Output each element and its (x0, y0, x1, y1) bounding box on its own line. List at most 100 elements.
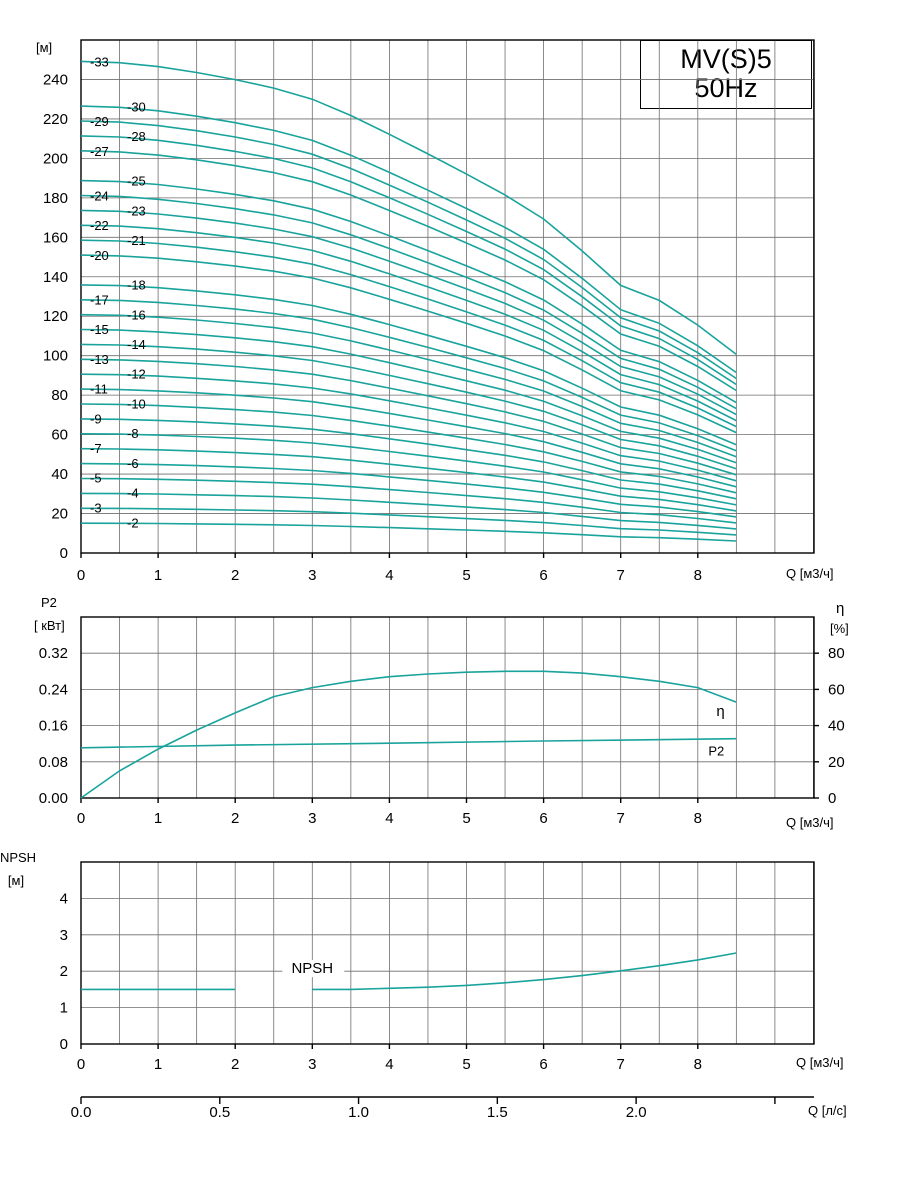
curve-label: -21 (127, 233, 146, 248)
curve-label: -11 (90, 382, 108, 397)
x-tick-label: 0 (77, 567, 85, 584)
y-tick-label: 0.00 (39, 790, 68, 807)
curve-label: -25 (127, 174, 146, 189)
head-curve-thin (80, 343, 274, 357)
npsh-panel: 0 1 2 3 4 NPSH [м] 0 1 2 3 4 5 6 7 8 Q [м3/ч] NPSH (0, 850, 844, 1073)
curve-label: -22 (90, 218, 109, 233)
efficiency-curve-thin (80, 695, 275, 799)
head-curve (273, 270, 737, 434)
x-axis-label: Q [м3/ч] (786, 566, 834, 581)
head-curve-thin (80, 522, 274, 526)
curve-label: -14 (127, 337, 146, 352)
ls-tick-label: 1.0 (348, 1104, 369, 1121)
head-curve (273, 312, 737, 452)
y2-tick-label: 80 (828, 645, 845, 662)
x-tick-label: 3 (308, 567, 316, 584)
y-tick-label: 0 (60, 1036, 68, 1053)
x-axis-label: Q [м3/ч] (796, 1055, 844, 1070)
x-tick-label: 2 (231, 567, 239, 584)
y-tick-label: 120 (43, 308, 68, 325)
head-curve (273, 256, 737, 428)
curve-label: -24 (90, 188, 109, 203)
x-tick-label: 7 (617, 1056, 625, 1073)
head-curve (273, 467, 737, 518)
curve-label: -2 (127, 515, 139, 530)
head-curve-thin (80, 105, 274, 132)
x-tick-label: 7 (617, 810, 625, 827)
head-curve (273, 298, 737, 446)
curve-label: -33 (90, 55, 109, 70)
y-tick-label: 180 (43, 190, 68, 207)
head-curve (273, 383, 737, 482)
y-tick-label: 160 (43, 229, 68, 246)
x-tick-label: 6 (539, 567, 547, 584)
head-curve (273, 200, 737, 404)
curve-label: -7 (90, 441, 102, 456)
curve-label: -8 (127, 426, 139, 441)
head-curve (273, 228, 737, 416)
y-tick-label: 4 (60, 890, 68, 907)
x-tick-label: 2 (231, 1056, 239, 1073)
curve-label: -29 (90, 114, 109, 129)
head-curve (273, 87, 737, 356)
head-curve-thin (80, 194, 274, 216)
efficiency-curve (273, 670, 737, 703)
efficiency-label: η (716, 703, 724, 720)
curve-label: -3 (90, 500, 102, 515)
head-curve (273, 143, 737, 380)
npsh-label-bg (282, 960, 345, 978)
y-tick-label: 80 (51, 387, 68, 404)
y2-tick-label: 60 (828, 681, 845, 698)
head-curve (273, 495, 737, 530)
head-curve (273, 439, 737, 506)
ls-axis-label: Q [л/с] (808, 1103, 847, 1118)
curve-label: -30 (127, 99, 146, 114)
head-curve (273, 453, 737, 512)
x-tick-label: 7 (617, 567, 625, 584)
x-tick-label: 1 (154, 567, 162, 584)
curve-label: -16 (127, 307, 146, 322)
y-tick-label: 0 (60, 545, 68, 562)
y-tick-label: 240 (43, 71, 68, 88)
head-curve-thin (80, 179, 274, 202)
head-curve-thin (80, 477, 274, 484)
x-tick-label: 1 (154, 1056, 162, 1073)
x-tick-label: 6 (539, 1056, 547, 1073)
y-axis-label: NPSH (0, 850, 36, 865)
curve-label: -27 (90, 144, 109, 159)
curve-label: -6 (127, 456, 139, 471)
head-curve (273, 509, 737, 536)
power-curve (80, 737, 737, 749)
y-axis-unit: [ кВт] (34, 618, 65, 633)
ls-tick-label: 2.0 (626, 1104, 647, 1121)
x-tick-label: 5 (462, 567, 470, 584)
power-label: P2 (708, 744, 724, 759)
head-curve (273, 369, 737, 476)
npsh-label: NPSH (291, 960, 333, 977)
y-tick-label: 220 (43, 111, 68, 128)
head-curve (273, 481, 737, 524)
head-curve-thin (80, 328, 274, 343)
y2-tick-label: 20 (828, 754, 845, 771)
head-curve-thin (80, 403, 274, 413)
y-tick-label: 0.08 (39, 754, 68, 771)
y-tick-label: 3 (60, 927, 68, 944)
head-curve-thin (80, 60, 274, 89)
head-curve-thin (80, 418, 274, 427)
x-tick-label: 1 (154, 810, 162, 827)
y-tick-label: 100 (43, 348, 68, 365)
curve-label: -13 (90, 352, 109, 367)
y-tick-label: 40 (51, 466, 68, 483)
y-tick-label: 60 (51, 427, 68, 444)
x-tick-label: 8 (694, 567, 702, 584)
head-curve-thin (80, 120, 274, 146)
y2-axis-unit: [%] (830, 621, 849, 636)
curve-label: -20 (90, 248, 109, 263)
y-tick-label: 200 (43, 150, 68, 167)
x-tick-label: 8 (694, 810, 702, 827)
x-tick-label: 4 (385, 567, 393, 584)
head-curve (273, 242, 737, 422)
curve-label: -10 (127, 396, 146, 411)
head-curve-thin (80, 135, 274, 160)
